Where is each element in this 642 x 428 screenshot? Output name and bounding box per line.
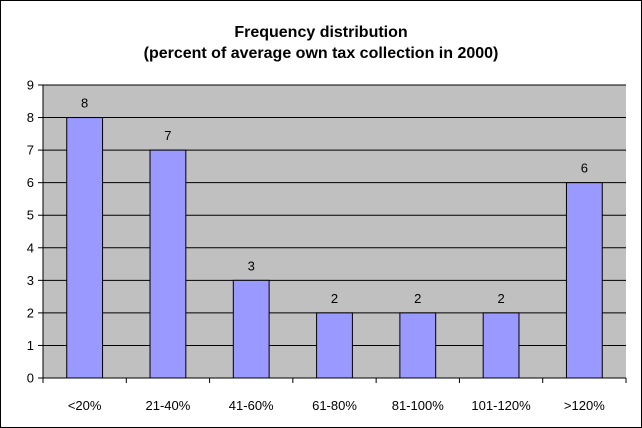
x-category-label: <20% [68, 398, 102, 413]
data-label: 3 [248, 258, 255, 273]
data-label: 6 [581, 161, 588, 176]
x-category-label: 81-100% [392, 398, 444, 413]
chart-title-line-1: Frequency distribution [234, 24, 408, 41]
data-label: 7 [164, 128, 171, 143]
chart-title: Frequency distribution (percent of avera… [0, 22, 642, 64]
y-tick-label: 3 [27, 273, 34, 288]
data-label: 2 [497, 291, 504, 306]
x-category-label: 21-40% [146, 398, 191, 413]
x-category-label: 101-120% [471, 398, 531, 413]
y-tick-label: 8 [27, 110, 34, 125]
y-tick-label: 1 [27, 338, 34, 353]
chart-title-line-2: (percent of average own tax collection i… [143, 45, 499, 62]
bar [482, 312, 520, 379]
y-tick-label: 6 [27, 175, 34, 190]
y-tick-label: 2 [27, 305, 34, 320]
bar [399, 312, 437, 379]
x-category-label: 41-60% [229, 398, 274, 413]
bar [316, 312, 353, 379]
x-category-label: >120% [564, 398, 605, 413]
bar [232, 279, 270, 379]
data-label: 2 [414, 291, 421, 306]
data-label: 8 [81, 96, 88, 111]
bar [149, 149, 187, 379]
x-category-label: 61-80% [312, 398, 357, 413]
y-tick-label: 5 [27, 208, 34, 223]
y-tick-label: 9 [27, 78, 34, 93]
data-label: 2 [331, 291, 338, 306]
y-tick-label: 4 [27, 240, 34, 255]
y-tick-label: 0 [27, 371, 34, 386]
bar [66, 117, 104, 379]
y-tick-label: 7 [27, 143, 34, 158]
bar [565, 182, 603, 379]
